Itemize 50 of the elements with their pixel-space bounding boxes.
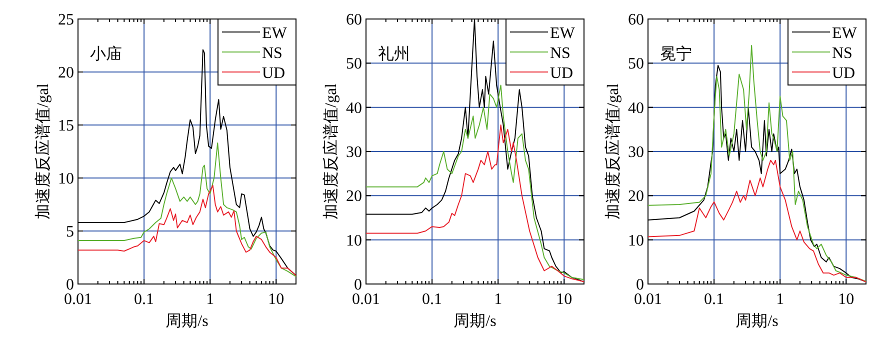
legend-label: EW: [262, 25, 288, 42]
y-tick-label: 10: [58, 170, 74, 188]
x-tick-label: 0.01: [352, 291, 380, 308]
x-axis-title: 周期/s: [166, 312, 208, 330]
legend-label: NS: [550, 45, 570, 62]
x-tick-label: 1: [494, 291, 502, 308]
y-tick-label: 50: [628, 56, 644, 73]
y-tick-label: 30: [346, 144, 362, 161]
y-tick-label: 20: [628, 188, 644, 206]
y-tick-label: 60: [628, 12, 644, 28]
text: 礼州: [378, 45, 410, 63]
y-tick-label: 20: [346, 188, 362, 206]
text: 冕宁: [660, 45, 692, 63]
y-tick-label: 0: [354, 276, 362, 294]
x-tick-label: 0.1: [704, 291, 724, 308]
x-axis-title: 周期/s: [736, 312, 778, 330]
legend-label: EW: [550, 25, 576, 42]
x-tick-label: 0.1: [422, 291, 442, 308]
y-tick-label: 40: [346, 100, 362, 117]
y-tick-label: 60: [346, 12, 362, 28]
legend-label: EW: [832, 25, 858, 42]
y-tick-label: 15: [58, 118, 74, 134]
x-tick-label: 1: [776, 291, 784, 308]
y-tick-label: 50: [346, 56, 362, 73]
legend-label: NS: [262, 45, 282, 62]
y-tick-label: 25: [58, 12, 74, 28]
y-tick-label: 0: [66, 276, 74, 294]
y-tick-label: 10: [346, 232, 362, 250]
legend-label: UD: [262, 65, 286, 82]
y-axis-title: 加速度反应谱值/gal: [322, 82, 340, 220]
y-tick-label: 0: [636, 276, 644, 294]
y-tick-label: 40: [628, 100, 644, 117]
legend-label: NS: [832, 45, 852, 62]
x-tick-label: 10: [268, 291, 284, 308]
y-axis-title: 加速度反应谱值/gal: [34, 82, 52, 220]
x-tick-label: 0.01: [634, 291, 662, 308]
y-tick-label: 30: [628, 144, 644, 161]
x-tick-label: 10: [838, 291, 854, 308]
x-tick-label: 0.01: [64, 291, 92, 308]
legend-label: UD: [832, 65, 856, 82]
x-tick-label: 1: [206, 291, 214, 308]
y-axis-title: 加速度反应谱值/gal: [604, 82, 622, 220]
y-tick-label: 20: [58, 64, 74, 82]
y-tick-label: 10: [628, 232, 644, 250]
text: 小庙: [90, 45, 122, 63]
x-tick-label: 0.1: [134, 291, 154, 308]
y-tick-label: 5: [66, 224, 74, 240]
x-tick-label: 10: [556, 291, 572, 308]
legend-label: UD: [550, 65, 574, 82]
x-axis-title: 周期/s: [454, 312, 496, 330]
